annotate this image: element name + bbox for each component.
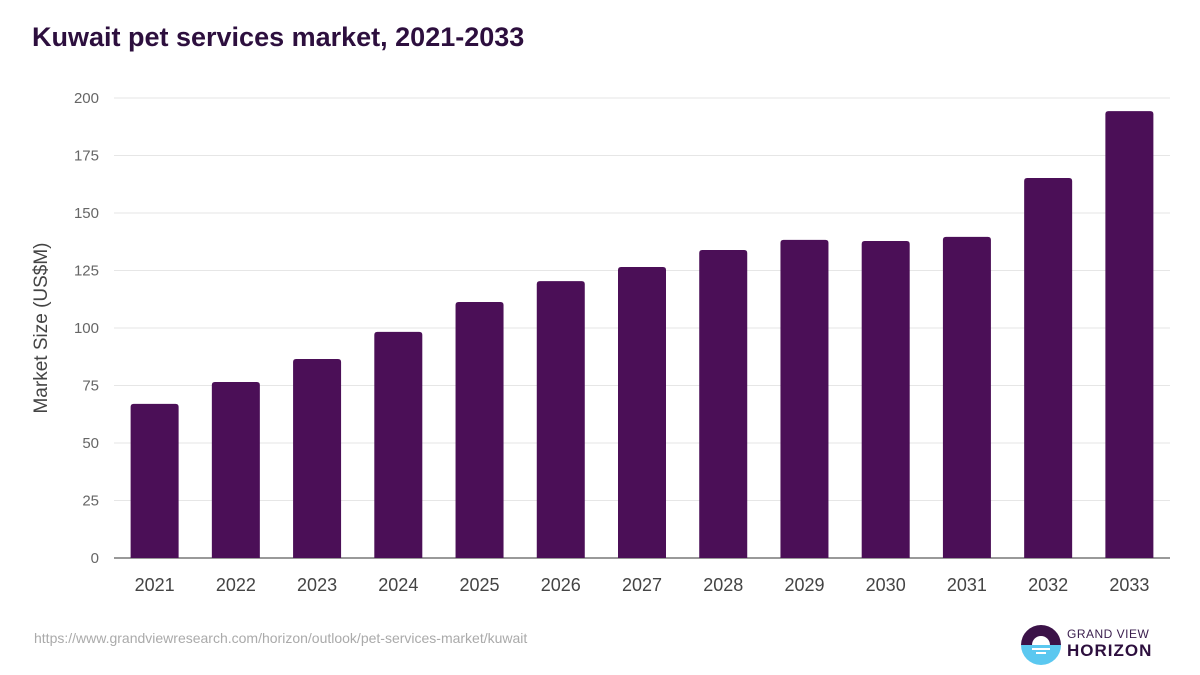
bar-2022[interactable] xyxy=(211,382,260,558)
chart-title: Kuwait pet services market, 2021-2033 xyxy=(32,22,525,52)
y-tick-label: 25 xyxy=(82,493,99,510)
x-tick-label: 2022 xyxy=(216,575,256,595)
x-tick-label: 2024 xyxy=(378,575,418,595)
x-tick-label: 2028 xyxy=(703,575,743,595)
x-tick-label: 2029 xyxy=(784,575,824,595)
logo-text-line1: GRAND VIEW xyxy=(1067,627,1150,641)
x-tick-label: 2025 xyxy=(460,575,500,595)
y-tick-label: 100 xyxy=(74,320,99,337)
bar-2021[interactable] xyxy=(130,403,179,558)
x-tick-label: 2032 xyxy=(1028,575,1068,595)
bar-2026[interactable] xyxy=(536,281,585,558)
y-axis-label: Market Size (US$M) xyxy=(31,242,52,413)
horizon-logo-icon xyxy=(1021,625,1061,665)
bar-2031[interactable] xyxy=(942,236,991,559)
x-tick-label: 2021 xyxy=(135,575,175,595)
y-tick-label: 175 xyxy=(74,148,99,165)
x-tick-label: 2030 xyxy=(866,575,906,595)
y-tick-label: 50 xyxy=(82,435,99,452)
x-tick-label: 2026 xyxy=(541,575,581,595)
bar-2032[interactable] xyxy=(1024,178,1073,559)
bar-2027[interactable] xyxy=(618,267,666,558)
y-tick-label: 125 xyxy=(74,263,99,280)
bar-2030[interactable] xyxy=(861,241,910,558)
x-tick-label: 2027 xyxy=(622,575,662,595)
bar-2025[interactable] xyxy=(455,302,504,558)
bar-2033[interactable] xyxy=(1105,111,1154,559)
bar-2024[interactable] xyxy=(374,331,423,558)
source-url[interactable]: https://www.grandviewresearch.com/horizo… xyxy=(34,630,528,646)
bar-2029[interactable] xyxy=(780,239,829,558)
y-tick-label: 200 xyxy=(74,90,99,107)
bar-2023[interactable] xyxy=(293,359,342,558)
y-tick-label: 75 xyxy=(82,378,99,395)
x-tick-label: 2033 xyxy=(1109,575,1149,595)
logo-text-line2: HORIZON xyxy=(1067,641,1153,660)
x-tick-label: 2031 xyxy=(947,575,987,595)
bar-2028[interactable] xyxy=(699,250,748,558)
x-tick-label: 2023 xyxy=(297,575,337,595)
y-tick-label: 0 xyxy=(91,550,99,567)
grand-view-horizon-logo: GRAND VIEW HORIZON xyxy=(1019,623,1159,667)
y-tick-label: 150 xyxy=(74,205,99,222)
